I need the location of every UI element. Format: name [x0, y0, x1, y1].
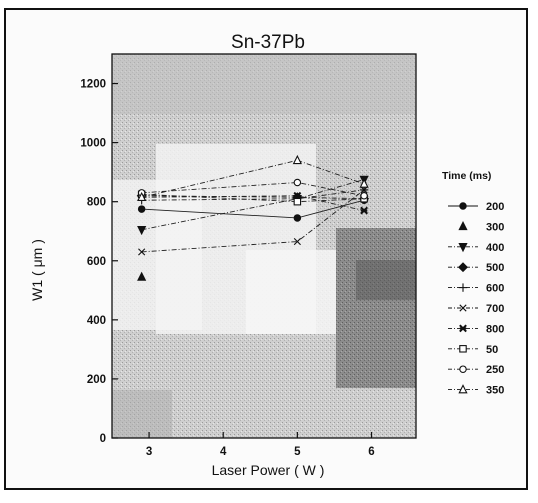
data-point: [293, 214, 302, 222]
legend-marker: [458, 243, 468, 253]
legend-item: 400: [448, 242, 504, 254]
axes: 3 4 5 6 0 200 400 600 800 1000 1200: [80, 53, 417, 458]
data-point: [359, 178, 369, 188]
legend-item: 300: [458, 220, 504, 233]
data-point: [138, 248, 146, 256]
series-350: [137, 154, 369, 202]
series-line: [141, 182, 365, 197]
legend: 200 300 400 500 600 700 800 50 250 350: [448, 201, 504, 397]
y-tick-label: 800: [87, 197, 106, 209]
legend-label: 300: [486, 221, 504, 233]
legend-marker: [458, 283, 468, 292]
legend-marker: [459, 324, 467, 333]
legend-label: 600: [486, 283, 504, 295]
y-tick-label: 1000: [80, 138, 106, 150]
x-tick-label: 5: [294, 446, 301, 458]
x-tick-label: 6: [368, 446, 374, 458]
legend-item: 600: [448, 283, 504, 295]
data-point: [360, 192, 368, 200]
legend-marker: [458, 220, 468, 231]
legend-title: Time (ms): [442, 170, 491, 182]
series-line: [141, 193, 365, 203]
legend-label: 400: [486, 242, 504, 254]
series-line: [141, 195, 365, 200]
data-point: [137, 191, 147, 202]
y-tick-label: 0: [100, 433, 106, 445]
data-point: [292, 154, 302, 165]
legend-marker: [459, 345, 467, 353]
legend-marker: [459, 365, 467, 373]
legend-item: 800: [448, 323, 504, 335]
legend-item: 250: [448, 364, 504, 376]
y-tick-label: 200: [87, 374, 106, 386]
legend-item: 700: [448, 303, 504, 315]
x-axis-label: Laser Power ( W ): [212, 462, 325, 478]
legend-item: 200: [448, 201, 504, 213]
chart: Sn-37Pb 3 4 5 6 0 200 400 600 800 1000 1200 Laser …: [29, 32, 504, 478]
x-tick-label: 4: [220, 446, 227, 458]
data-point: [360, 206, 369, 215]
legend-label: 350: [486, 385, 504, 397]
figure-frame: Sn-37Pb 3 4 5 6 0 200 400 600 800 1000 1200 Laser …: [4, 8, 528, 490]
series-line: [141, 179, 365, 231]
series-layer: [136, 154, 370, 281]
data-point: [137, 205, 146, 213]
legend-item: 350: [448, 384, 504, 397]
y-tick-label: 600: [87, 256, 106, 268]
plot-background-texture: [112, 54, 416, 438]
data-point: [293, 197, 302, 206]
legend-label: 50: [486, 344, 498, 356]
legend-marker: [458, 262, 468, 273]
legend-item: 50: [448, 344, 498, 356]
data-point: [293, 191, 302, 200]
legend-marker: [459, 304, 467, 312]
y-tick-label: 1200: [80, 79, 106, 91]
data-point: [137, 271, 147, 281]
legend-label: 250: [486, 364, 504, 376]
legend-marker: [458, 384, 468, 394]
legend-label: 700: [486, 303, 504, 315]
data-point: [137, 226, 147, 236]
data-point: [293, 237, 301, 246]
series-700: [138, 186, 368, 256]
legend-marker: [459, 202, 467, 210]
data-point: [360, 186, 368, 194]
series-line: [141, 189, 365, 253]
x-tick-label: 3: [146, 446, 152, 458]
y-axis-label: W1 ( μm ): [29, 239, 45, 301]
legend-label: 200: [486, 201, 504, 213]
y-tick-label: 400: [87, 315, 106, 327]
legend-label: 500: [486, 262, 504, 274]
series-250: [137, 178, 368, 200]
legend-label: 800: [486, 323, 504, 335]
series-line: [141, 189, 365, 201]
data-point: [293, 178, 302, 187]
series-300: [137, 271, 147, 281]
plot-area-border: [111, 53, 417, 439]
legend-item: 500: [448, 262, 504, 274]
chart-title: Sn-37Pb: [231, 32, 305, 53]
